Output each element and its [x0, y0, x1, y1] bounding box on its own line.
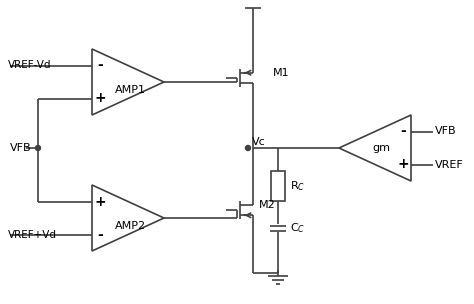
Text: +: + [94, 92, 106, 105]
Text: VREF+Vd: VREF+Vd [8, 230, 57, 240]
Text: Vc: Vc [252, 137, 266, 147]
Text: M1: M1 [273, 68, 290, 78]
Text: gm: gm [372, 143, 390, 153]
Text: +: + [397, 157, 409, 171]
Text: R$_C$: R$_C$ [290, 179, 305, 193]
Text: -: - [97, 227, 103, 241]
Text: M2: M2 [259, 200, 275, 210]
Text: -: - [97, 58, 103, 72]
Text: C$_C$: C$_C$ [290, 221, 305, 235]
Text: VFB: VFB [10, 143, 32, 153]
Text: AMP1: AMP1 [115, 85, 146, 95]
Text: -: - [400, 125, 406, 139]
Text: VREF-Vd: VREF-Vd [8, 60, 52, 71]
Text: VFB: VFB [435, 126, 456, 136]
Text: AMP2: AMP2 [114, 221, 146, 231]
Text: +: + [94, 195, 106, 209]
Circle shape [246, 146, 250, 150]
Bar [271, 171, 285, 201]
Circle shape [36, 146, 40, 150]
Text: VREF: VREF [435, 160, 464, 170]
